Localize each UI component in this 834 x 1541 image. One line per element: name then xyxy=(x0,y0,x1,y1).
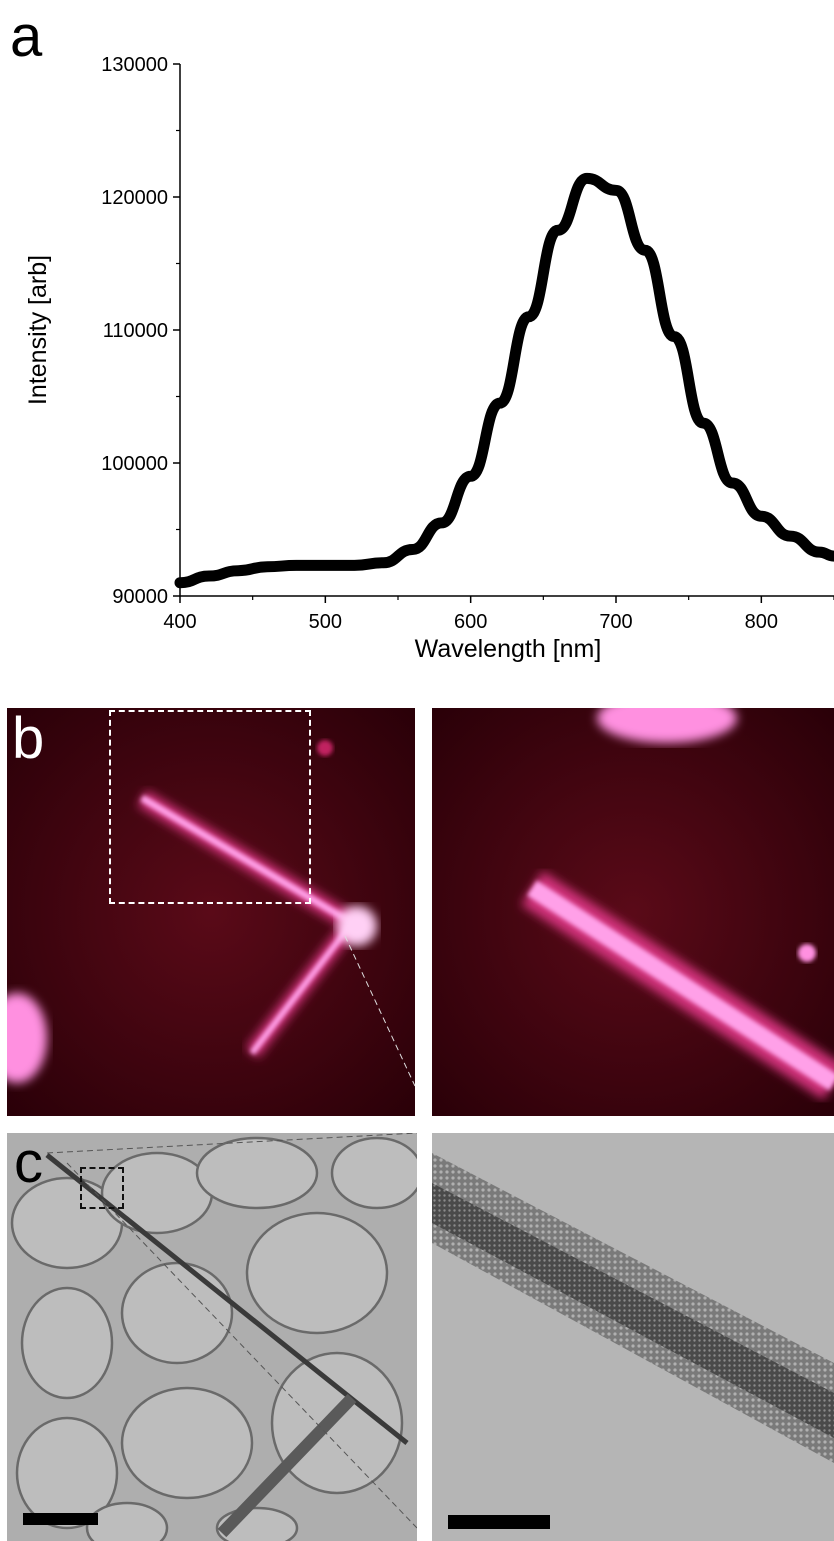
fluorescence-image-left-graphic xyxy=(7,708,415,1116)
zoom-guide-lines xyxy=(344,935,415,1087)
x-tick-label: 700 xyxy=(599,611,632,633)
y-tick-label: 110000 xyxy=(103,320,168,342)
scale-bar-right xyxy=(448,1515,550,1529)
x-tick-label: 800 xyxy=(745,611,778,633)
zoom-region-box xyxy=(109,710,311,904)
y-axis-label: Intensity [arb] xyxy=(24,255,52,405)
fluorescence-image-left xyxy=(7,708,415,1116)
y-tick-label: 120000 xyxy=(101,187,168,209)
fluorescence-image-right-graphic xyxy=(432,708,834,1116)
y-tick-label: 90000 xyxy=(112,586,168,608)
chart-series xyxy=(174,172,834,589)
tem-zoom-region-box xyxy=(80,1167,124,1209)
spectrum-line xyxy=(174,172,834,589)
tem-image-right xyxy=(432,1133,834,1541)
x-tick-label: 400 xyxy=(163,611,196,633)
x-axis-label: Wavelength [nm] xyxy=(415,635,602,663)
tem-image-left-graphic xyxy=(7,1133,417,1541)
panel-label-a: a xyxy=(10,4,43,69)
y-tick-label: 130000 xyxy=(101,54,168,76)
x-tick-label: 500 xyxy=(309,611,342,633)
intensity-spectrum-chart: 400 500 600 700 800 90000 100000 110000 120000 13… xyxy=(24,54,834,663)
x-tick-label: 600 xyxy=(454,611,487,633)
fluorescence-image-right xyxy=(432,708,834,1116)
chart-axes xyxy=(179,64,834,597)
tem-image-left xyxy=(7,1133,417,1541)
scale-bar-left xyxy=(23,1513,98,1525)
panel-label-c: c xyxy=(14,1130,43,1195)
panel-label-b: b xyxy=(12,706,45,771)
y-tick-label: 100000 xyxy=(101,453,168,475)
chart-ticks: 400 500 600 700 800 90000 100000 110000 120000 13… xyxy=(101,54,834,633)
tem-image-right-graphic xyxy=(432,1133,834,1541)
